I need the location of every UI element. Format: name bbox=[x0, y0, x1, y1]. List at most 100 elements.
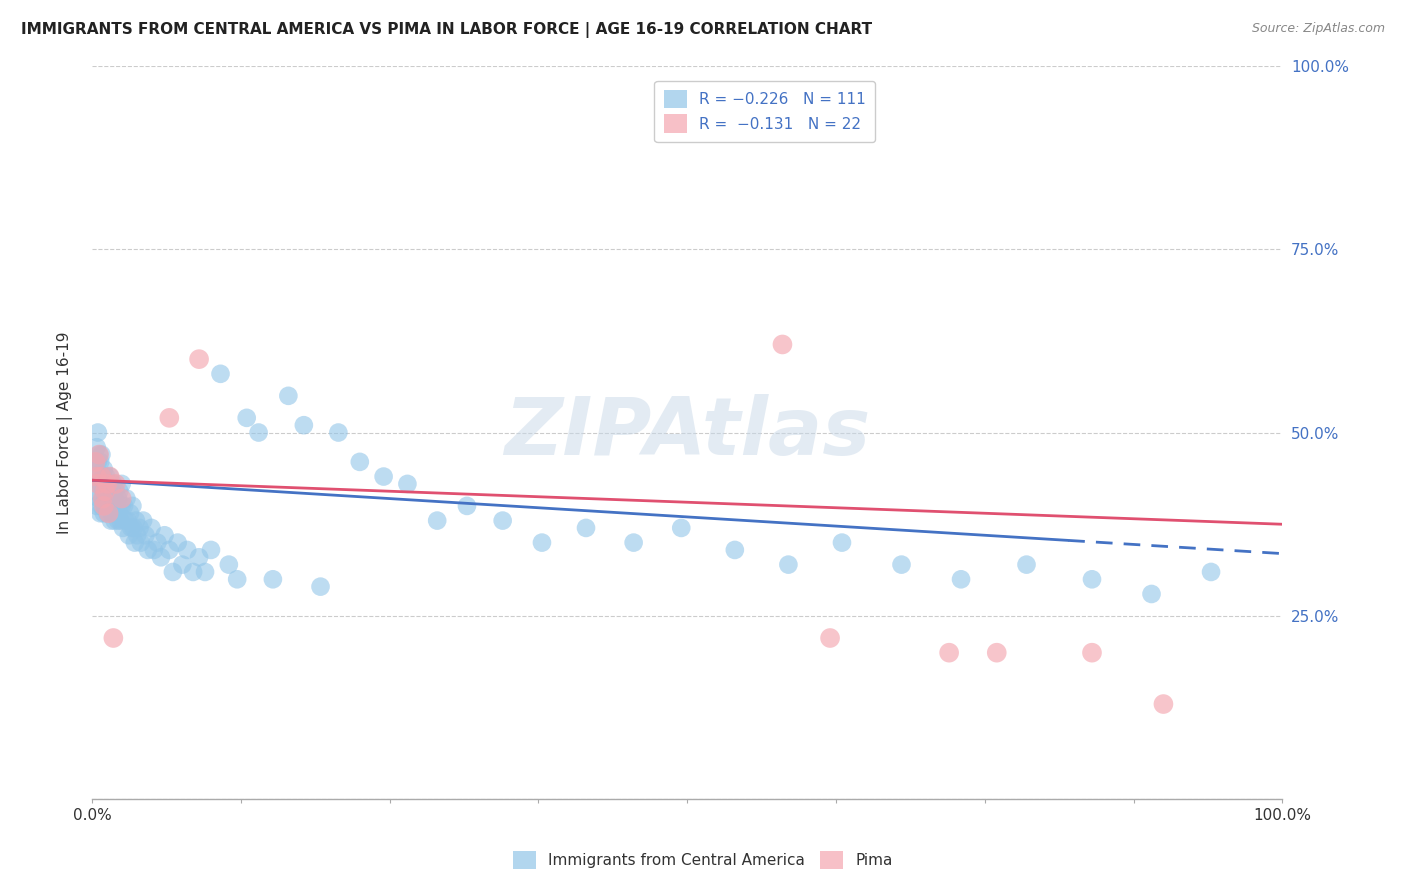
Point bbox=[778, 558, 800, 572]
Point bbox=[890, 558, 912, 572]
Point bbox=[107, 514, 129, 528]
Point bbox=[103, 514, 125, 528]
Point bbox=[108, 484, 131, 499]
Point bbox=[136, 543, 159, 558]
Point bbox=[90, 469, 112, 483]
Point bbox=[96, 469, 118, 483]
Text: ZIPAtlas: ZIPAtlas bbox=[505, 393, 870, 472]
Point bbox=[235, 410, 257, 425]
Point bbox=[209, 367, 232, 381]
Point bbox=[277, 389, 299, 403]
Point bbox=[181, 565, 204, 579]
Point bbox=[292, 418, 315, 433]
Point bbox=[96, 484, 118, 499]
Point bbox=[94, 484, 117, 499]
Point bbox=[83, 469, 105, 483]
Point bbox=[84, 484, 107, 499]
Text: IMMIGRANTS FROM CENTRAL AMERICA VS PIMA IN LABOR FORCE | AGE 16-19 CORRELATION C: IMMIGRANTS FROM CENTRAL AMERICA VS PIMA … bbox=[21, 22, 872, 38]
Point bbox=[129, 535, 152, 549]
Point bbox=[121, 499, 143, 513]
Point bbox=[134, 528, 156, 542]
Point bbox=[262, 572, 284, 586]
Point bbox=[124, 535, 146, 549]
Point bbox=[950, 572, 973, 586]
Point bbox=[142, 543, 165, 558]
Point bbox=[127, 528, 149, 542]
Point bbox=[93, 506, 115, 520]
Point bbox=[97, 499, 120, 513]
Legend: R = −0.226   N = 111, R =  −0.131   N = 22: R = −0.226 N = 111, R = −0.131 N = 22 bbox=[654, 80, 875, 143]
Point bbox=[986, 646, 1008, 660]
Point bbox=[1140, 587, 1163, 601]
Point bbox=[104, 484, 127, 499]
Point bbox=[724, 543, 747, 558]
Point bbox=[91, 491, 114, 506]
Point bbox=[1152, 697, 1174, 711]
Point bbox=[97, 476, 120, 491]
Point bbox=[90, 448, 112, 462]
Point bbox=[84, 455, 107, 469]
Point bbox=[100, 484, 122, 499]
Point bbox=[141, 521, 163, 535]
Point bbox=[93, 462, 115, 476]
Point bbox=[89, 455, 111, 469]
Point bbox=[108, 506, 131, 520]
Point bbox=[93, 499, 115, 513]
Point bbox=[91, 469, 114, 483]
Point bbox=[149, 550, 172, 565]
Point bbox=[103, 631, 125, 645]
Point bbox=[831, 535, 853, 549]
Point bbox=[247, 425, 270, 440]
Point bbox=[492, 514, 515, 528]
Point bbox=[1081, 646, 1104, 660]
Point bbox=[671, 521, 693, 535]
Point bbox=[90, 476, 112, 491]
Point bbox=[172, 558, 194, 572]
Point bbox=[125, 514, 148, 528]
Text: Source: ZipAtlas.com: Source: ZipAtlas.com bbox=[1251, 22, 1385, 36]
Point bbox=[103, 491, 125, 506]
Point bbox=[162, 565, 184, 579]
Point bbox=[96, 506, 118, 520]
Point bbox=[1199, 565, 1222, 579]
Point bbox=[100, 514, 122, 528]
Point bbox=[86, 440, 108, 454]
Point bbox=[115, 491, 138, 506]
Point bbox=[426, 514, 449, 528]
Point bbox=[132, 514, 155, 528]
Point bbox=[103, 476, 125, 491]
Point bbox=[84, 455, 107, 469]
Point bbox=[111, 476, 134, 491]
Point bbox=[90, 499, 112, 513]
Point bbox=[218, 558, 240, 572]
Point bbox=[111, 521, 134, 535]
Point bbox=[89, 476, 111, 491]
Point bbox=[94, 499, 117, 513]
Point bbox=[456, 499, 478, 513]
Point bbox=[818, 631, 841, 645]
Point bbox=[114, 514, 136, 528]
Point bbox=[107, 491, 129, 506]
Point bbox=[396, 476, 419, 491]
Point bbox=[87, 448, 110, 462]
Point bbox=[194, 565, 217, 579]
Point bbox=[111, 491, 134, 506]
Point bbox=[87, 425, 110, 440]
Point bbox=[98, 491, 121, 506]
Point bbox=[153, 528, 176, 542]
Point bbox=[146, 535, 169, 549]
Point bbox=[938, 646, 960, 660]
Point bbox=[328, 425, 350, 440]
Point bbox=[117, 514, 139, 528]
Point bbox=[91, 491, 114, 506]
Point bbox=[118, 528, 141, 542]
Point bbox=[530, 535, 553, 549]
Point bbox=[96, 476, 118, 491]
Point bbox=[87, 491, 110, 506]
Point bbox=[87, 469, 110, 483]
Point bbox=[188, 550, 211, 565]
Point bbox=[112, 499, 135, 513]
Point bbox=[166, 535, 188, 549]
Point bbox=[118, 506, 141, 520]
Legend: Immigrants from Central America, Pima: Immigrants from Central America, Pima bbox=[508, 845, 898, 875]
